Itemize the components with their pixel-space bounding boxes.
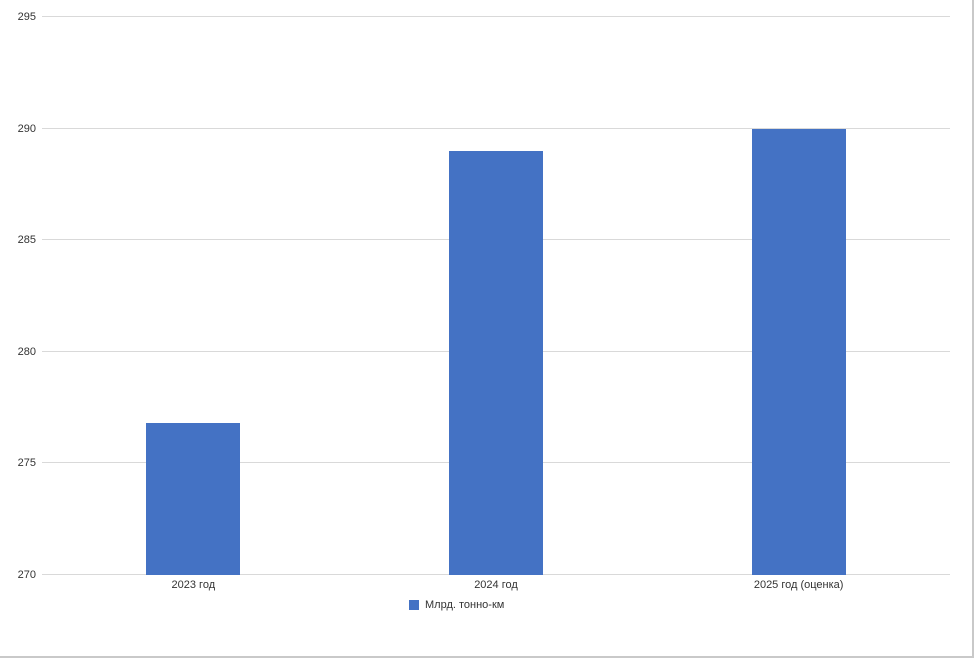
legend-item[interactable]: Млрд. тонно-км: [409, 598, 504, 612]
y-axis-tick-label: 285: [17, 234, 36, 247]
y-axis-tick-label: 275: [17, 457, 36, 470]
frame-border-bottom: [0, 656, 974, 658]
legend: Млрд. тонно-км: [409, 597, 504, 611]
x-axis-tick-label: 2024 год: [474, 579, 518, 591]
y-axis-tick-label: 270: [17, 569, 36, 581]
bar-column: [647, 17, 950, 575]
y-axis-tick-label: 295: [17, 11, 36, 23]
legend-swatch-icon: [409, 600, 419, 610]
gridline: [42, 16, 950, 17]
bar[interactable]: [448, 150, 543, 575]
bar[interactable]: [751, 128, 846, 575]
bar[interactable]: [146, 423, 241, 575]
x-axis-tick-label: 2023 год: [171, 579, 216, 591]
y-axis: 270 275 280 285 290 295: [0, 11, 36, 581]
y-axis-tick-label: 290: [17, 122, 36, 135]
bar-column: [42, 17, 345, 575]
x-axis: 2023 год 2024 год 2025 год (оценка): [42, 578, 950, 594]
frame-border-right: [972, 0, 974, 658]
legend-label: Млрд. тонно-км: [425, 599, 505, 611]
x-axis-tick-label: 2025 год (оценка): [753, 579, 844, 591]
gridline: [42, 127, 950, 129]
y-axis-tick-label: 280: [17, 345, 36, 358]
bar-column: [345, 17, 648, 575]
plot-area: [42, 16, 950, 575]
